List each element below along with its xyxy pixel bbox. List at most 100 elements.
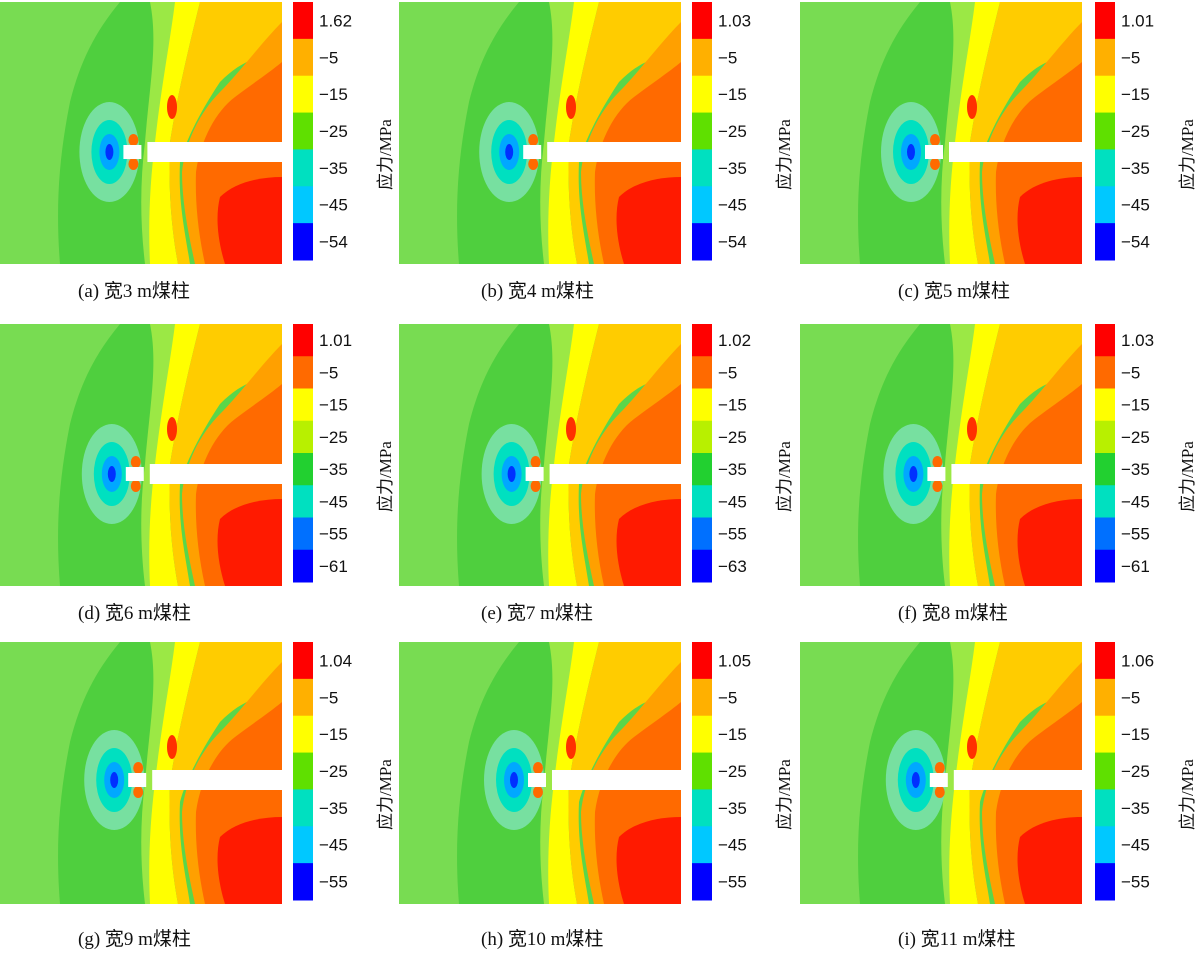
contour-panel: 1.05 −5 −15 −25 −35 −45 −55 应力/MPa (h) 宽10 m煤柱 (399, 640, 798, 954)
stress-contour-map (0, 324, 282, 586)
contour-panel: 1.03 −5 −15 −25 −35 −45 −54 应力/MPa (b) 宽4 m煤柱 (399, 0, 798, 314)
colorbar-tick-label: −15 (319, 85, 348, 104)
colorbar-swatch (1095, 549, 1115, 583)
colorbar-swatch (692, 356, 712, 389)
colorbar-tick-label: −35 (1121, 460, 1150, 479)
colorbar-tick-label: −25 (1121, 762, 1150, 781)
colorbar-swatch (692, 112, 712, 150)
colorbar-tick-label: −55 (718, 525, 747, 544)
colorbar-swatch (1095, 2, 1115, 40)
colorbar-tick-label: −35 (718, 159, 747, 178)
panel-caption: (d) 宽6 m煤柱 (78, 603, 191, 624)
colorbar-tick-label: −15 (718, 396, 747, 415)
colorbar-swatch (692, 2, 712, 40)
colorbar-tick-label: −15 (319, 725, 348, 744)
panel-caption: (e) 宽7 m煤柱 (481, 603, 593, 624)
colorbar-tick-label: −55 (319, 525, 348, 544)
colorbar-tick-label: −45 (718, 836, 747, 855)
stress-contour-map (399, 324, 681, 586)
panel-caption: (i) 宽11 m煤柱 (898, 929, 1016, 950)
colorbar-tick-label: −25 (718, 762, 747, 781)
colorbar-swatch (692, 752, 712, 790)
colorbar-max-label: 1.03 (718, 11, 751, 30)
contour-panel: 1.02 −5 −15 −25 −35 −45 −55 −63 应力/MPa (e) 宽7 m煤柱 (399, 322, 798, 636)
colorbar-swatch (692, 75, 712, 114)
colorbar-tick-label: −5 (319, 48, 338, 67)
colorbar-tick-label: −5 (1121, 363, 1140, 382)
colorbar-swatch (1095, 453, 1115, 486)
colorbar-tick-label: −35 (718, 460, 747, 479)
colorbar-swatch (1095, 75, 1115, 114)
colorbar-tick-label: −5 (718, 688, 737, 707)
colorbar-swatch (293, 186, 313, 224)
colorbar: 1.03 −5 −15 −25 −35 −45 −54 应力/MPa (692, 2, 794, 261)
colorbar-swatch (1095, 356, 1115, 389)
contour-panel: 1.01 −5 −15 −25 −35 −45 −54 应力/MPa (c) 宽5 m煤柱 (798, 0, 1197, 314)
colorbar-tick-label: −45 (1121, 492, 1150, 511)
colorbar-tick-label: −5 (1121, 688, 1140, 707)
colorbar-max-label: 1.01 (1121, 11, 1154, 30)
colorbar-tick-label: −25 (319, 122, 348, 141)
colorbar-swatch (1095, 324, 1115, 357)
colorbar-swatch (293, 223, 313, 261)
colorbar-unit-label: 应力/MPa (376, 119, 395, 190)
colorbar-swatch (293, 324, 313, 357)
colorbar-unit-label: 应力/MPa (1178, 119, 1197, 190)
colorbar-swatch (293, 356, 313, 389)
colorbar: 1.04 −5 −15 −25 −35 −45 −55 应力/MPa (293, 642, 395, 901)
colorbar-swatch (293, 517, 313, 551)
colorbar-swatch (1095, 789, 1115, 827)
colorbar-tick-label: −15 (1121, 396, 1150, 415)
colorbar-tick-label: −54 (319, 233, 348, 252)
colorbar-tick-label: −35 (718, 799, 747, 818)
colorbar-tick-label: −35 (319, 460, 348, 479)
colorbar-max-label: 1.03 (1121, 331, 1154, 350)
colorbar-swatch (692, 186, 712, 224)
colorbar-tick-label: −5 (319, 363, 338, 382)
colorbar-tick-label: −63 (718, 557, 747, 576)
colorbar-swatch (293, 485, 313, 518)
colorbar-swatch (293, 75, 313, 114)
colorbar: 1.06 −5 −15 −25 −35 −45 −55 应力/MPa (1095, 642, 1197, 901)
panel-caption: (c) 宽5 m煤柱 (898, 281, 1010, 302)
panel-caption: (b) 宽4 m煤柱 (481, 281, 594, 302)
colorbar-swatch (293, 112, 313, 150)
colorbar-unit-label: 应力/MPa (376, 759, 395, 830)
colorbar-swatch (1095, 826, 1115, 864)
colorbar-swatch (1095, 223, 1115, 261)
colorbar-tick-label: −25 (1121, 122, 1150, 141)
colorbar-swatch (692, 642, 712, 680)
stress-contour-map (399, 2, 681, 264)
colorbar-tick-label: −5 (718, 48, 737, 67)
colorbar-tick-label: −45 (319, 196, 348, 215)
colorbar-tick-label: −61 (319, 557, 348, 576)
panel-caption: (a) 宽3 m煤柱 (78, 281, 190, 302)
colorbar-swatch (1095, 485, 1115, 518)
colorbar-tick-label: −55 (319, 873, 348, 892)
colorbar-swatch (692, 678, 712, 717)
colorbar-tick-label: −55 (1121, 873, 1150, 892)
colorbar-swatch (293, 2, 313, 40)
colorbar-max-label: 1.01 (319, 331, 352, 350)
contour-panel: 1.06 −5 −15 −25 −35 −45 −55 应力/MPa (i) 宽11 m煤柱 (798, 640, 1197, 954)
contour-panel: 1.04 −5 −15 −25 −35 −45 −55 应力/MPa (g) 宽9 m煤柱 (0, 640, 399, 954)
colorbar-max-label: 1.06 (1121, 651, 1154, 670)
colorbar-swatch (293, 752, 313, 790)
colorbar-unit-label: 应力/MPa (775, 441, 794, 512)
colorbar-swatch (1095, 715, 1115, 754)
colorbar-swatch (293, 38, 313, 77)
stress-contour-map (0, 2, 282, 264)
colorbar-swatch (293, 549, 313, 583)
colorbar-swatch (692, 223, 712, 261)
colorbar-tick-label: −5 (718, 363, 737, 382)
colorbar-swatch (1095, 420, 1115, 454)
colorbar-swatch (293, 789, 313, 827)
colorbar-tick-label: −55 (1121, 525, 1150, 544)
colorbar-tick-label: −35 (319, 799, 348, 818)
colorbar-swatch (692, 324, 712, 357)
contour-panel: 1.03 −5 −15 −25 −35 −45 −55 −61 应力/MPa (f) 宽8 m煤柱 (798, 322, 1197, 636)
colorbar-swatch (692, 549, 712, 583)
colorbar-swatch (293, 420, 313, 454)
colorbar-tick-label: −45 (1121, 836, 1150, 855)
colorbar-tick-label: −25 (319, 428, 348, 447)
